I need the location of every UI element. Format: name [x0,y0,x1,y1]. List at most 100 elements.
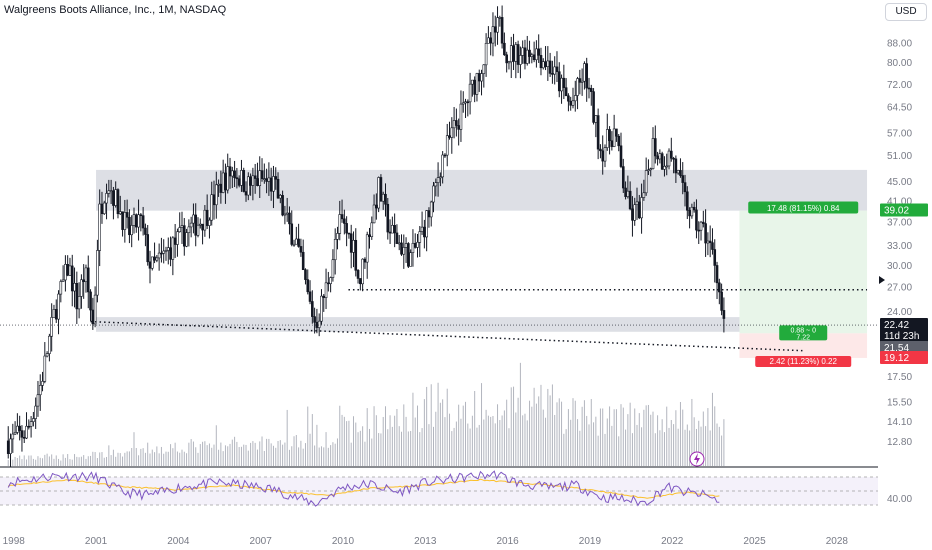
candle-body [157,252,161,259]
candle-body [6,440,10,454]
candle-body [587,87,591,90]
candle-body [409,252,412,267]
candle-body [722,310,726,319]
entry-label-line1: 0.88 ~ 0 [790,327,816,334]
price-pane: 17.48 (81.15%) 0.84 0.88 ~ 07.22 2.42 (11.… [0,5,878,467]
candle-body [530,54,534,57]
candle-body [459,103,463,130]
target-price-tag: 39.02 [884,206,909,217]
candle-body [676,170,680,174]
candle-body [125,212,129,218]
candle-body [468,83,472,103]
last-price-tag: 22.42 [884,320,909,331]
candle-body [491,26,495,44]
candle-body [633,204,637,221]
candle-body [583,63,586,82]
candle-body [580,80,584,83]
candle-body [557,71,561,92]
stop-label-bg [755,355,852,367]
candle-body [391,225,394,234]
currency-button[interactable]: USD [885,3,927,21]
candle-body [384,193,387,205]
candle-body [475,73,479,95]
scroll-right-icon[interactable] [879,276,885,284]
candle-body [153,256,156,261]
candle-body [592,91,595,123]
candle-body [100,203,104,214]
candle-body [425,210,428,238]
candle-body [548,60,552,74]
lightning-icon[interactable] [689,451,705,467]
candle-body [320,295,323,322]
candle-body [196,224,200,236]
candle-body [27,425,31,428]
candle-body [361,258,364,285]
target-price-tag-bg [880,203,928,217]
candle-body [333,239,337,261]
candle-body [150,256,154,269]
candle-body [617,135,621,147]
time-tick: 2025 [743,536,766,547]
zone-1 [96,317,868,332]
candle-body [605,129,609,148]
candle-body [288,212,291,225]
candle-body [226,166,230,191]
candle-body [482,64,486,74]
candle-body [283,213,287,216]
candle-body [448,135,451,138]
trend-line [90,320,804,352]
candle-body [9,438,12,454]
entry-price-tag: 21.54 [884,343,909,354]
candle-body [573,95,577,102]
candle-body [683,182,687,193]
candle-body [521,47,524,56]
candle-body [306,279,310,293]
candle-body [439,176,442,179]
candle-body [311,301,314,317]
price-tick: 12.80 [887,437,912,448]
target-label-bg [748,201,859,214]
candle-body [663,166,666,170]
candle-body [38,385,42,396]
candle-body [192,214,195,224]
stop-price-tag: 19.12 [884,353,909,364]
candle-body [686,191,689,211]
candle-body [276,178,280,199]
candle-body [461,102,465,105]
candle-body [263,178,266,180]
candle-body [77,296,81,310]
candle-body [176,231,179,245]
candle-body [635,201,639,205]
candle-body [324,282,328,298]
price-tick: 27.00 [887,283,912,294]
candle-body [182,225,186,247]
candle-body [173,237,177,245]
candle-body [532,54,536,61]
candle-body [653,138,657,157]
candle-body [464,101,467,104]
last-price-tag-bg [880,318,928,343]
candle-body [512,45,515,62]
candle-body [11,433,15,440]
candle-body [249,176,252,186]
candle-body [372,204,376,224]
price-tick: 30.00 [887,261,912,272]
candle-body [450,127,454,138]
candle-body [576,78,579,96]
entry-label-line2: 7.22 [796,334,810,341]
candle-body [308,291,312,302]
candle-body [562,77,566,88]
candle-body [626,190,630,197]
candle-body [555,66,559,72]
candle-body [22,437,26,439]
candle-body [477,73,481,82]
candle-body [132,214,136,226]
candle-body [718,282,721,293]
candle-body [20,430,24,438]
candle-body [692,206,696,211]
candle-body [187,226,191,233]
candle-body [329,277,332,284]
candle-body [397,242,401,245]
candle-body [219,183,223,193]
